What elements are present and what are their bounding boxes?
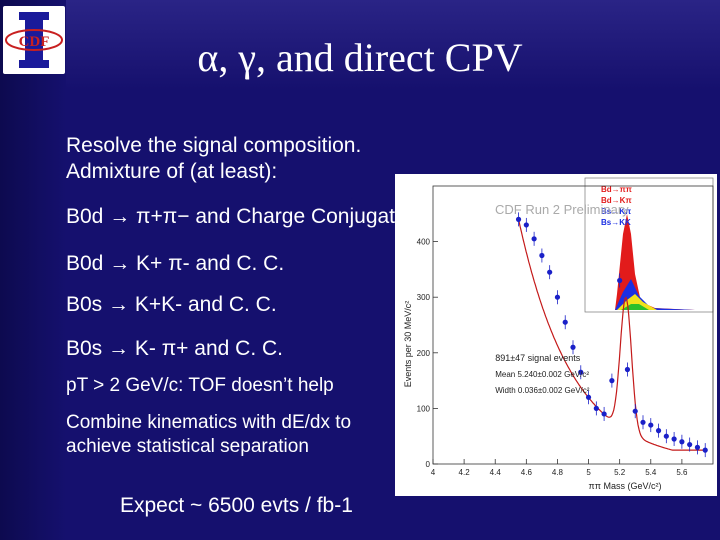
data-point (679, 439, 685, 445)
data-point (601, 411, 607, 417)
admixture-line: Admixture of (at least): (66, 160, 278, 183)
x-tick-label: 4.2 (459, 468, 471, 477)
logo-text: CDF (19, 34, 50, 50)
x-tick-label: 5 (586, 468, 591, 477)
plot-frame (432, 185, 714, 465)
data-point (593, 405, 599, 411)
fit-annotation: 891±47 signal events (495, 353, 580, 363)
decay-line: B0s → K- π+ and C. C. (66, 337, 283, 361)
y-axis-label: Events per 30 MeV/c² (403, 301, 413, 388)
plot-title: CDF Run 2 Preliminary (495, 202, 629, 217)
x-axis-label: ππ Mass (GeV/c²) (589, 481, 662, 491)
data-point (632, 408, 638, 414)
combine-line-1: Combine kinematics with dE/dx to (66, 412, 352, 433)
decay-text: B0d → K+ π- and C. C. (66, 252, 285, 275)
inset-legend-entry: Bs→KK (601, 218, 631, 227)
decay-line: B0s → K+K- and C. C. (66, 293, 277, 317)
data-point (570, 344, 576, 350)
x-tick-label: 4.8 (552, 468, 564, 477)
y-tick-label: 100 (417, 404, 431, 413)
data-point (624, 366, 631, 373)
title-band (0, 0, 720, 90)
data-point (671, 436, 677, 442)
inset-legend-entry: Bs→Kπ (601, 207, 631, 216)
data-point (694, 444, 701, 450)
x-tick-label: 4 (431, 468, 436, 477)
decay-text: B0s → K+K- and C. C. (66, 293, 277, 316)
data-point (515, 216, 522, 222)
data-point (702, 447, 708, 453)
data-point (539, 252, 545, 259)
cdf-logo: CDF (3, 6, 65, 74)
inset-plot: Bd→ππ Bd→Kπ Bs→Kπ Bs→KK (584, 177, 714, 313)
data-point (648, 422, 654, 428)
x-tick-label: 4.6 (521, 468, 533, 477)
data-point (609, 378, 615, 384)
left-sidebar-bar (0, 0, 66, 540)
y-tick-label: 200 (417, 349, 431, 358)
decay-text: B0d → π+π− and Charge Conjugate (66, 205, 407, 228)
x-tick-label: 5.2 (614, 468, 626, 477)
y-tick-label: 400 (417, 238, 431, 247)
decay-line: B0d → K+ π- and C. C. (66, 252, 284, 276)
fit-annotation: Width 0.036±0.002 GeV/c² (495, 386, 590, 395)
x-tick-label: 5.6 (676, 468, 688, 477)
data-point (663, 433, 669, 439)
pt-line: pT > 2 GeV/c: TOF doesn’t help (66, 375, 334, 396)
data-point (547, 269, 553, 275)
data-point (617, 277, 623, 284)
data-point (554, 294, 561, 300)
y-tick-label: 0 (426, 460, 431, 469)
decay-line: B0d → π+π− and Charge Conjugate (66, 205, 407, 229)
mass-plot: Bd→ππ Bd→Kπ Bs→Kπ Bs→KK CDF Run 2 Prelimina… (395, 174, 717, 496)
fit-curve (518, 219, 706, 451)
inset-legend-entry: Bd→ππ (601, 185, 632, 194)
data-point (523, 222, 529, 228)
x-tick-label: 5.4 (645, 468, 657, 477)
data-point (687, 441, 693, 448)
y-tick-label: 300 (417, 293, 431, 302)
mass-plot-svg: Bd→ππ Bd→Kπ Bs→Kπ Bs→KK CDF Run 2 Prelimina… (403, 177, 714, 491)
x-tick-label: 4.4 (490, 468, 502, 477)
data-point (578, 369, 584, 375)
data-point (562, 319, 568, 325)
data-point (531, 236, 537, 242)
combine-line-2: achieve statistical separation (66, 436, 309, 457)
data-point (585, 394, 592, 400)
expect-line: Expect ~ 6500 evts / fb-1 (120, 494, 353, 517)
slide-title: α, γ, and direct CPV (197, 35, 523, 80)
resolve-line: Resolve the signal composition. (66, 134, 362, 157)
data-point (640, 419, 646, 425)
data-point (655, 428, 662, 434)
fit-annotation: Mean 5.240±0.002 GeV/c² (495, 370, 589, 379)
decay-text: B0s → K- π+ and C. C. (66, 337, 283, 360)
inset-legend-entry: Bd→Kπ (601, 196, 632, 205)
